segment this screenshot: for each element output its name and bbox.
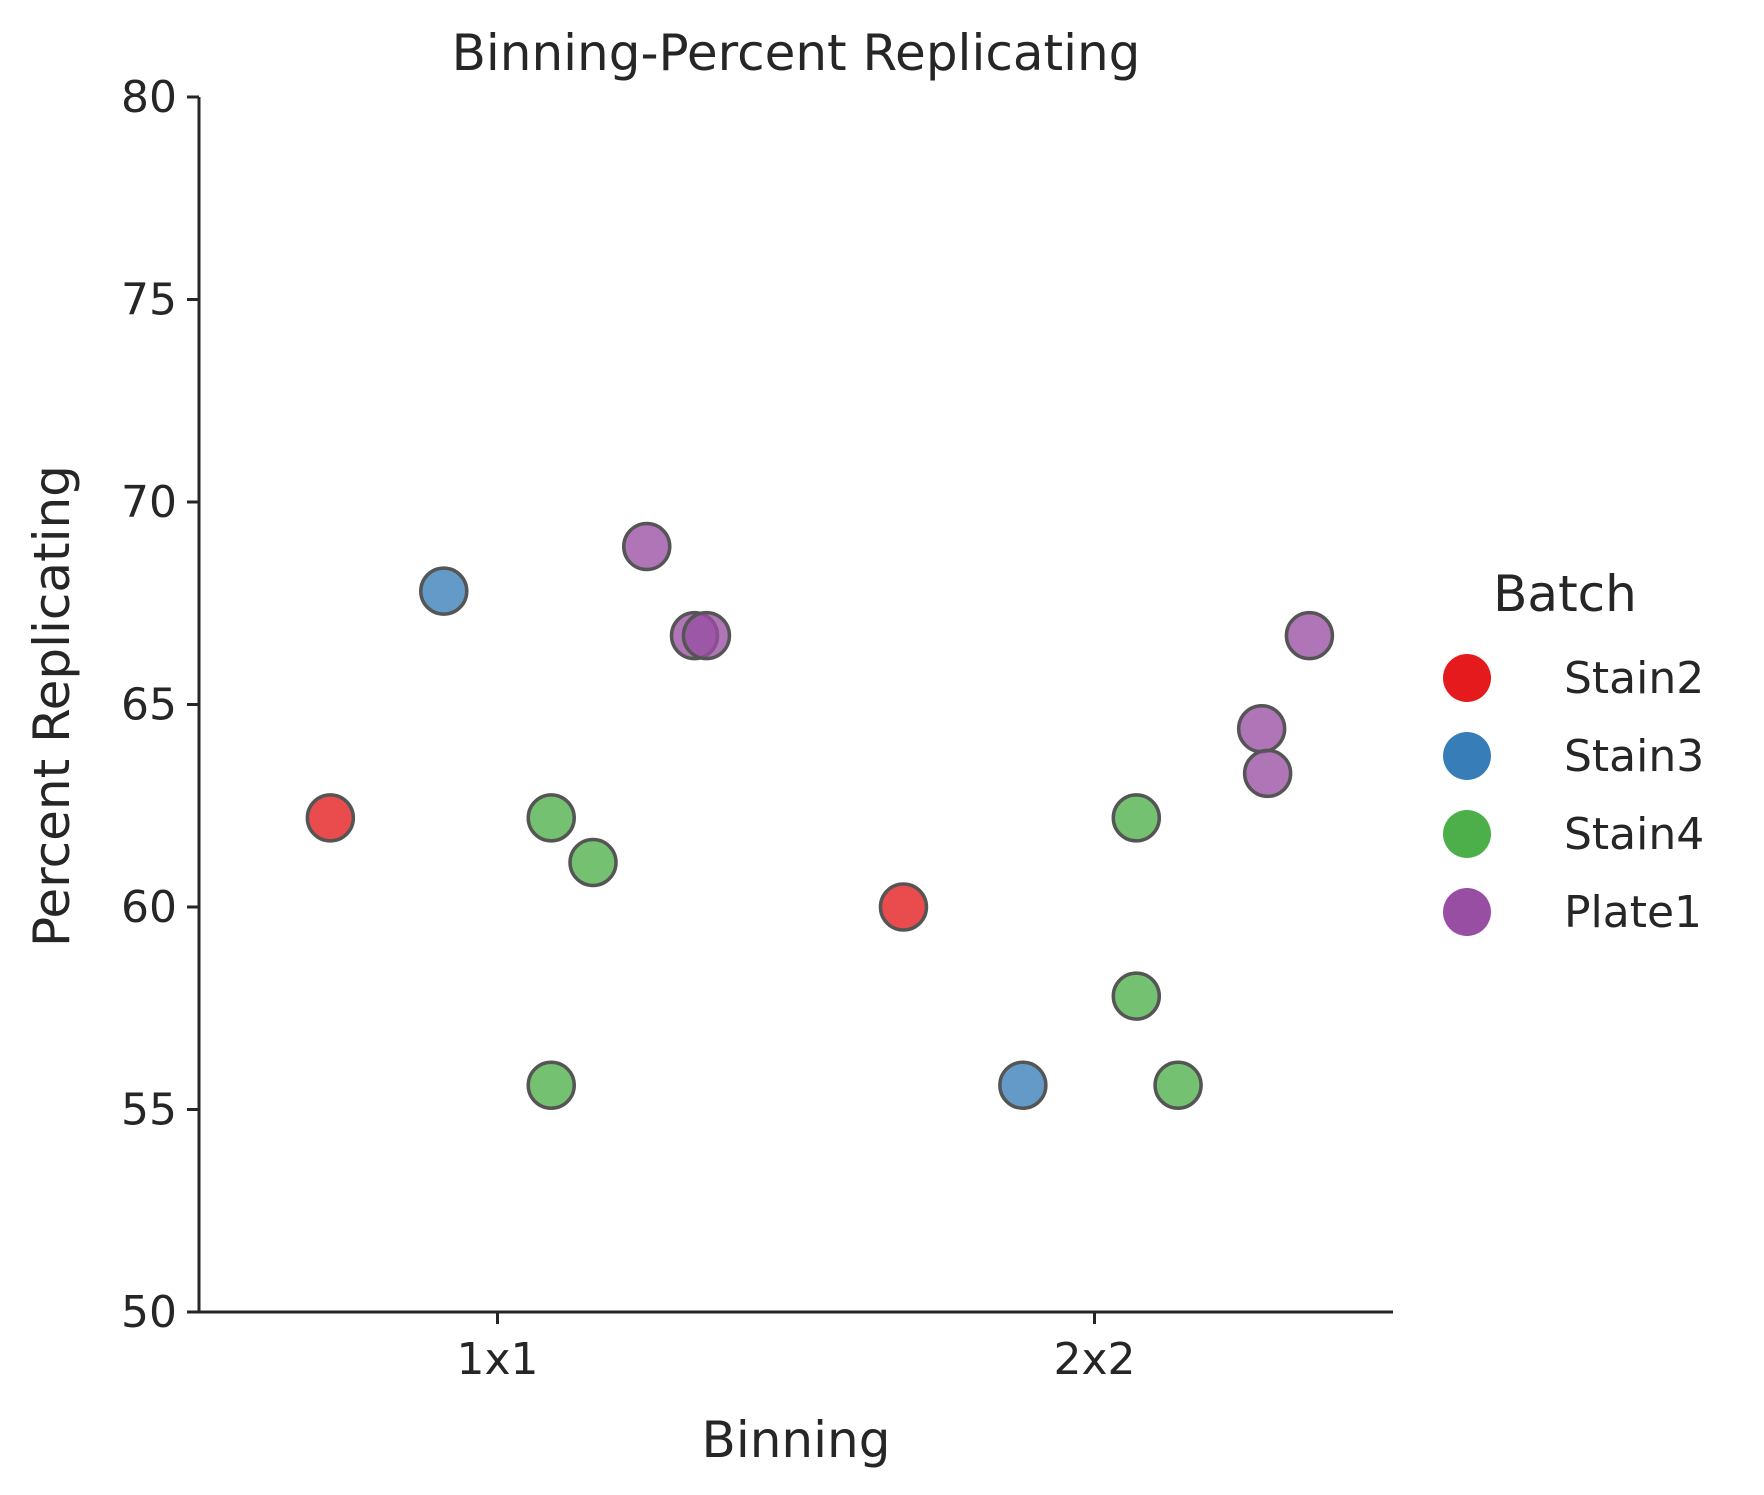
y-tick-label: 55 [121,1085,177,1136]
y-tick-label: 50 [121,1287,177,1338]
y-tick-label: 80 [121,72,177,123]
legend-marker [1443,732,1491,780]
legend-item-stain4: Stain4 [1443,809,1704,860]
data-point-stain3 [419,566,469,616]
legend-item-plate1: Plate1 [1443,887,1702,938]
data-point-plate1 [1284,610,1335,661]
legend-marker [1443,810,1491,858]
data-point-stain2 [878,882,929,932]
chart-title: Binning-Percent Replicating [452,24,1141,82]
legend-label: Stain3 [1564,731,1704,782]
data-point-stain4 [1111,971,1162,1021]
legend-label: Stain2 [1564,653,1704,704]
y-axis-label: Percent Replicating [23,465,81,947]
legend-label: Stain4 [1564,809,1704,860]
data-point-stain4 [1153,1060,1203,1110]
data-point-stain4 [568,837,618,888]
data-point-stain2 [305,793,356,843]
y-tick-label: 60 [121,882,177,933]
data-point-stain4 [526,1060,576,1110]
legend-item-stain3: Stain3 [1443,731,1704,782]
legend-marker [1443,654,1491,702]
x-axis-label: Binning [702,1411,891,1469]
data-point-plate1 [681,610,732,661]
x-tick-label: 1x1 [456,1334,538,1385]
legend-item-stain2: Stain2 [1443,653,1704,704]
data-point-stain4 [1111,793,1162,843]
x-axis-ticks: 1x1 2x2 [456,1312,1136,1385]
data-point-plate1 [622,521,672,572]
legend-marker [1443,888,1491,936]
y-tick-label: 75 [121,275,177,326]
y-axis-ticks: 50 55 60 65 70 75 80 [121,72,199,1338]
legend-title: Batch [1493,565,1637,623]
y-tick-label: 70 [121,477,177,528]
legend-label: Plate1 [1564,887,1702,938]
data-point-plate1 [1242,748,1293,799]
y-tick-label: 65 [121,680,177,731]
plot-area: 50 55 60 65 70 75 80 1x1 2x2 [121,72,1393,1385]
data-point-stain4 [526,793,576,843]
data-point-stain3 [998,1060,1048,1110]
scatter-points [305,521,1335,1110]
data-point-plate1 [1236,704,1287,754]
legend-items: Stain2 Stain3 Stain4 Plate1 [1443,653,1704,938]
x-tick-label: 2x2 [1053,1334,1135,1385]
legend: Batch Stain2 Stain3 Stain4 Plate1 [1443,565,1704,938]
